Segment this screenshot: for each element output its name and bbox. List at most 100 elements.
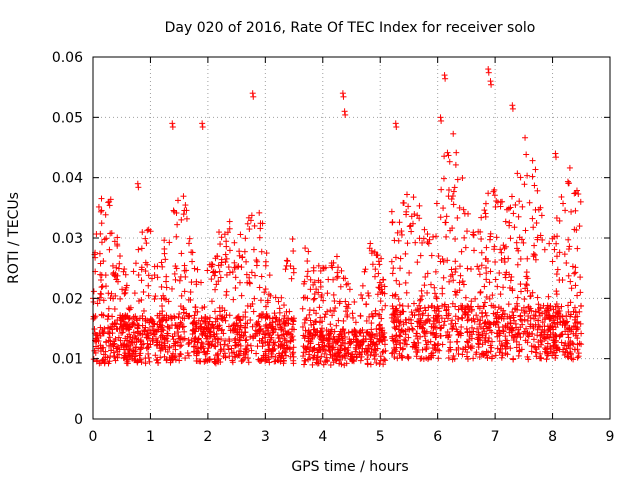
data-point — [368, 311, 375, 318]
data-point — [137, 345, 144, 352]
data-point — [151, 296, 158, 303]
data-point — [249, 300, 256, 307]
data-point — [143, 240, 150, 247]
data-point — [353, 336, 360, 343]
data-point — [226, 336, 233, 343]
data-point — [351, 326, 358, 333]
data-point — [520, 239, 527, 246]
data-point — [365, 330, 372, 337]
data-point — [565, 272, 572, 279]
data-point — [232, 335, 239, 342]
data-point — [98, 239, 105, 246]
data-point — [373, 325, 380, 332]
data-point — [430, 233, 437, 240]
data-point — [273, 315, 280, 322]
data-point — [538, 212, 545, 219]
data-point — [103, 235, 110, 242]
data-point — [136, 315, 143, 322]
data-point — [483, 264, 490, 271]
data-point — [334, 339, 341, 346]
data-point — [236, 352, 243, 359]
data-point — [130, 268, 137, 275]
data-point — [374, 345, 381, 352]
data-point — [263, 303, 270, 310]
data-point — [256, 328, 263, 335]
data-point — [174, 323, 181, 330]
data-point — [314, 360, 321, 367]
data-point — [301, 278, 308, 285]
data-point — [220, 346, 227, 353]
data-point — [275, 298, 282, 305]
data-point — [237, 231, 244, 238]
data-point — [274, 357, 281, 364]
data-point — [195, 336, 202, 343]
data-point — [90, 288, 97, 295]
data-point — [330, 291, 337, 298]
data-point — [340, 317, 347, 324]
data-point — [558, 193, 565, 200]
data-point — [105, 305, 112, 312]
data-point — [153, 339, 160, 346]
data-point — [241, 248, 248, 255]
data-point — [121, 266, 128, 273]
data-point — [309, 361, 316, 368]
data-point — [364, 329, 371, 336]
data-point — [421, 226, 428, 233]
data-point — [341, 108, 348, 115]
data-point — [186, 312, 193, 319]
data-point — [301, 361, 308, 368]
data-point — [334, 346, 341, 353]
data-point — [336, 298, 343, 305]
data-point — [168, 352, 175, 359]
data-point — [109, 330, 116, 337]
data-point — [529, 173, 536, 180]
data-point — [177, 273, 184, 280]
data-point — [481, 283, 488, 290]
data-point — [228, 345, 235, 352]
data-point — [226, 353, 233, 360]
data-point — [174, 221, 181, 228]
y-tick-label: 0.06 — [52, 50, 83, 66]
data-point — [243, 258, 250, 265]
data-point — [206, 356, 213, 363]
data-point — [403, 319, 410, 326]
data-point — [212, 315, 219, 322]
data-point — [253, 350, 260, 357]
data-point — [248, 212, 255, 219]
data-point — [481, 299, 488, 306]
data-point — [400, 199, 407, 206]
data-point — [380, 276, 387, 283]
data-point — [201, 304, 208, 311]
data-point — [425, 240, 432, 247]
data-point — [262, 315, 269, 322]
data-point — [554, 266, 561, 273]
data-point — [267, 321, 274, 328]
data-point — [327, 351, 334, 358]
x-tick-label: 5 — [376, 429, 385, 445]
data-point — [113, 264, 120, 271]
data-point — [577, 274, 584, 281]
data-point — [177, 319, 184, 326]
data-point — [340, 275, 347, 282]
data-point — [303, 315, 310, 322]
data-point — [323, 354, 330, 361]
data-point — [320, 297, 327, 304]
data-point — [396, 281, 403, 288]
data-point — [223, 238, 230, 245]
data-point — [215, 355, 222, 362]
data-point — [515, 213, 522, 220]
data-point — [178, 250, 185, 257]
data-point — [256, 209, 263, 216]
data-point — [114, 234, 121, 241]
data-point — [378, 315, 385, 322]
data-point — [262, 323, 269, 330]
data-point — [349, 310, 356, 317]
data-point — [115, 334, 122, 341]
data-point — [157, 334, 164, 341]
data-point — [514, 261, 521, 268]
data-point — [272, 294, 279, 301]
data-point — [485, 66, 492, 73]
data-point — [136, 352, 143, 359]
data-point — [283, 257, 290, 264]
data-point — [568, 285, 575, 292]
